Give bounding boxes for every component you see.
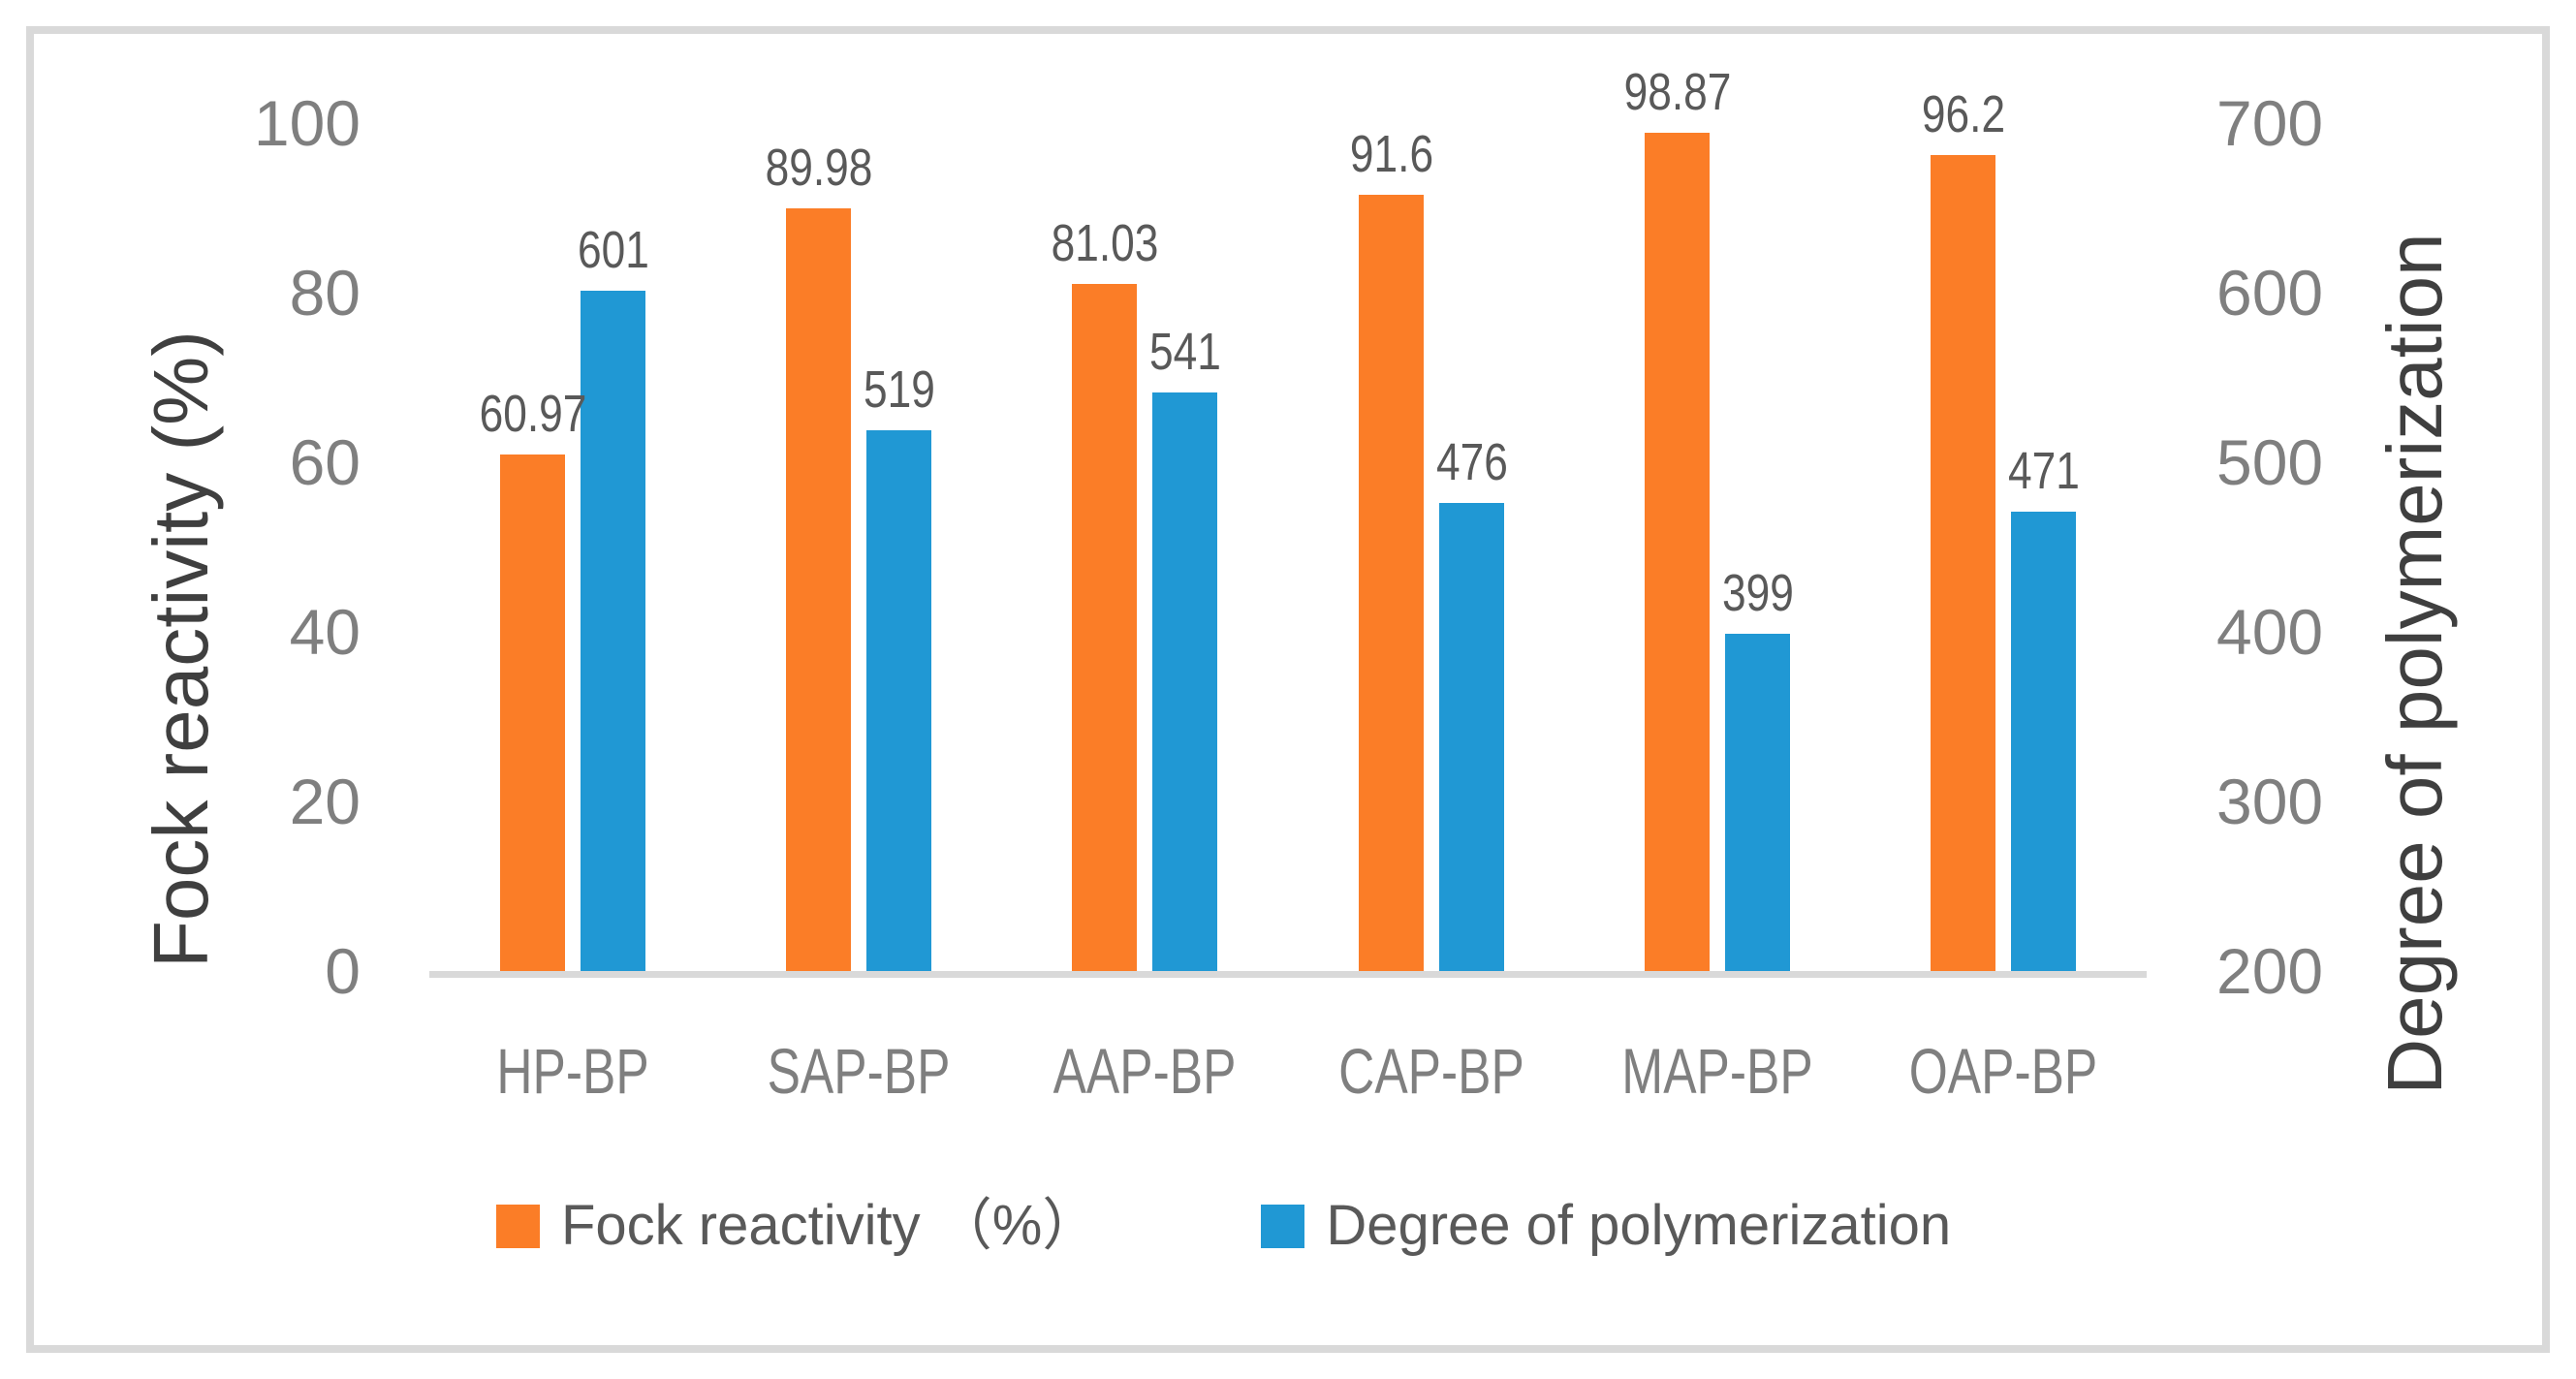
bar-dp-MAP-BP	[1725, 633, 1790, 971]
legend: Fock reactivity （%） Degree of polymeriza…	[496, 1198, 1951, 1254]
right-axis-tick-500: 500	[2216, 426, 2324, 498]
legend-swatch-fock-reactivity	[496, 1204, 540, 1248]
x-category-label-OAP-BP: OAP-BP	[1909, 1035, 2098, 1107]
right-axis-tick-400: 400	[2216, 596, 2324, 668]
bar-dp-HP-BP	[580, 291, 645, 971]
bar-fock-MAP-BP	[1645, 132, 1710, 971]
x-category-label-SAP-BP: SAP-BP	[767, 1035, 951, 1107]
data-label-dp-MAP-BP: 399	[1722, 563, 1794, 622]
right-axis-tick-200: 200	[2216, 935, 2324, 1007]
left-axis-tick-100: 100	[253, 87, 361, 159]
x-category-label-MAP-BP: MAP-BP	[1621, 1035, 1813, 1107]
data-label-fock-OAP-BP: 96.2	[1922, 85, 2006, 144]
legend-item-fock-reactivity: Fock reactivity （%）	[496, 1198, 1098, 1254]
legend-label-degree-of-polymerization: Degree of polymerization	[1326, 1194, 1952, 1257]
x-category-label-HP-BP: HP-BP	[495, 1035, 649, 1107]
legend-label-fock-reactivity: Fock reactivity （%）	[561, 1194, 1099, 1257]
data-label-fock-CAP-BP: 91.6	[1349, 124, 1433, 183]
x-category-label-AAP-BP: AAP-BP	[1052, 1035, 1237, 1107]
left-axis-tick-20: 20	[289, 766, 361, 837]
bar-fock-SAP-BP	[786, 207, 851, 971]
bar-fock-OAP-BP	[1931, 155, 1996, 971]
right-axis-tick-300: 300	[2216, 766, 2324, 837]
left-axis-tick-60: 60	[289, 426, 361, 498]
left-axis-tick-80: 80	[289, 257, 361, 329]
bar-dp-AAP-BP	[1152, 392, 1218, 971]
data-label-dp-CAP-BP: 476	[1435, 433, 1508, 491]
bar-fock-HP-BP	[499, 454, 565, 971]
bar-dp-OAP-BP	[2011, 511, 2077, 971]
right-axis-title: Degree of polymerization	[2372, 233, 2458, 1095]
x-axis-line	[429, 971, 2147, 978]
right-axis-tick-700: 700	[2216, 87, 2324, 159]
right-axis-tick-600: 600	[2216, 257, 2324, 329]
left-axis-tick-40: 40	[289, 596, 361, 668]
left-axis-title: Fock reactivity (%)	[138, 330, 224, 968]
x-category-label-CAP-BP: CAP-BP	[1337, 1035, 1524, 1107]
legend-swatch-degree-of-polymerization	[1261, 1204, 1305, 1248]
bar-fock-AAP-BP	[1072, 283, 1138, 971]
left-axis-tick-0: 0	[325, 935, 361, 1007]
bar-fock-CAP-BP	[1358, 194, 1424, 971]
data-label-dp-HP-BP: 601	[577, 221, 649, 280]
data-label-fock-HP-BP: 60.97	[479, 384, 587, 443]
bar-dp-SAP-BP	[866, 429, 931, 971]
chart-border-frame	[26, 26, 2550, 1353]
data-label-fock-MAP-BP: 98.87	[1623, 62, 1732, 121]
data-label-dp-OAP-BP: 471	[2008, 441, 2081, 500]
legend-item-degree-of-polymerization: Degree of polymerization	[1261, 1198, 1951, 1254]
bar-dp-CAP-BP	[1438, 503, 1504, 971]
data-label-fock-SAP-BP: 89.98	[765, 138, 873, 197]
data-label-fock-AAP-BP: 81.03	[1051, 213, 1159, 272]
data-label-dp-AAP-BP: 541	[1149, 323, 1222, 382]
data-label-dp-SAP-BP: 519	[864, 360, 935, 419]
